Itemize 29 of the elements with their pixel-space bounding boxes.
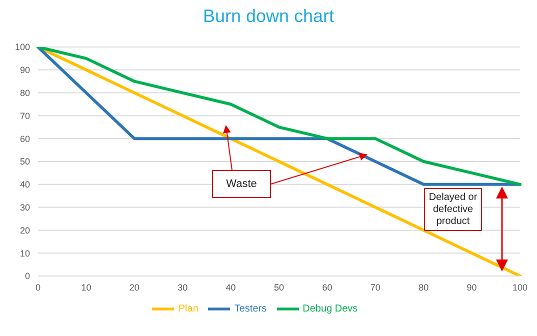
y-tick-label: 40 <box>20 180 30 190</box>
x-tick-label: 90 <box>466 282 477 292</box>
x-tick-label: 20 <box>129 282 140 292</box>
legend-label: Testers <box>234 304 267 315</box>
y-tick-label: 0 <box>24 271 30 282</box>
chart-title: Burn down chart <box>202 6 336 27</box>
line-series <box>36 47 522 186</box>
y-tick-label: 30 <box>20 202 30 212</box>
y-tick-label: 90 <box>20 65 30 76</box>
y-tick-label: 60 <box>20 134 30 144</box>
y-tick-label: 20 <box>20 225 30 236</box>
x-tick-label: 40 <box>226 282 236 292</box>
x-tick-label: 60 <box>322 282 332 292</box>
x-tick-label: 10 <box>81 282 92 292</box>
x-tick-label: 50 <box>274 282 284 292</box>
legend-label: Debug Devs <box>302 304 358 315</box>
y-tick-label: 50 <box>20 156 30 167</box>
x-tick-label: 0 <box>35 282 41 292</box>
legend-label: Plan <box>178 304 198 315</box>
note-box: Delayed or defective product <box>424 188 482 231</box>
y-tick-label: 70 <box>20 110 30 121</box>
x-tick-label: 30 <box>178 282 188 292</box>
y-tick-label: 100 <box>14 42 30 52</box>
y-tick-label: 10 <box>20 248 30 258</box>
x-tick-label: 80 <box>418 282 429 292</box>
note-box: Waste <box>212 170 271 198</box>
y-tick-label: 80 <box>20 88 30 98</box>
x-tick-label: 70 <box>370 282 380 292</box>
x-tick-label: 100 <box>512 282 528 292</box>
